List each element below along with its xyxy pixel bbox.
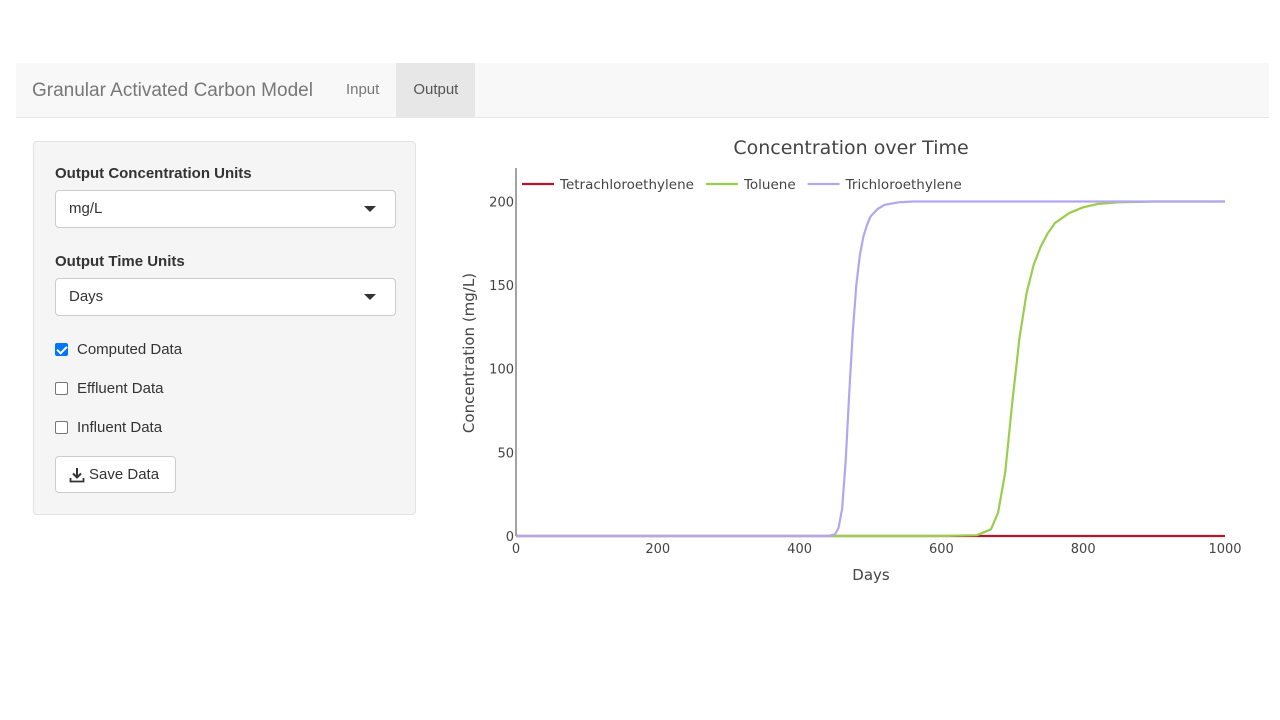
x-tick-label: 1000 [1208, 542, 1241, 557]
tab-input[interactable]: Input [345, 81, 380, 98]
conc-units-value: mg/L [69, 200, 103, 217]
computed-data-label: Computed Data [77, 341, 183, 358]
computed-data-checkbox[interactable]: Computed Data [55, 341, 182, 358]
series-line-toluene [516, 200, 1225, 538]
save-data-label: Save Data [89, 466, 160, 483]
x-tick-label: 600 [929, 542, 954, 557]
chevron-down-icon [364, 294, 376, 300]
y-tick-label: 0 [506, 530, 514, 545]
y-tick-label: 50 [497, 446, 514, 461]
chevron-down-icon [364, 206, 376, 212]
y-axis-label: Concentration (mg/L) [460, 273, 478, 433]
concentration-chart: Concentration over Time Days Concentrati… [460, 137, 1242, 584]
time-units-value: Days [69, 288, 104, 305]
sidebar-panel: Output Concentration Units mg/L Output T… [33, 141, 416, 515]
influent-data-checkbox[interactable]: Influent Data [55, 419, 162, 436]
navbar: Granular Activated Carbon Model Input Ou… [16, 63, 1269, 118]
checkbox-box[interactable] [55, 343, 68, 356]
tab-output[interactable]: Output [396, 63, 476, 117]
x-tick-label: 400 [787, 542, 812, 557]
time-units-select[interactable]: Days [55, 278, 396, 316]
x-tick-label: 200 [645, 542, 670, 557]
legend-entry: Toluene [743, 177, 796, 193]
checkbox-box[interactable] [55, 382, 68, 395]
x-tick-label: 0 [512, 542, 520, 557]
conc-units-label: Output Concentration Units [55, 165, 252, 182]
influent-data-label: Influent Data [77, 419, 163, 436]
x-axis-label: Days [852, 566, 890, 584]
download-icon [69, 467, 85, 482]
y-tick-label: 100 [489, 363, 514, 378]
checkbox-box[interactable] [55, 421, 68, 434]
effluent-data-label: Effluent Data [77, 380, 164, 397]
x-tick-label: 800 [1071, 542, 1096, 557]
save-data-button[interactable]: Save Data [55, 456, 176, 493]
app-brand[interactable]: Granular Activated Carbon Model [32, 80, 313, 101]
chart-title: Concentration over Time [733, 137, 968, 159]
legend-entry: Tetrachloroethylene [559, 177, 694, 193]
time-units-label: Output Time Units [55, 253, 185, 270]
y-tick-label: 150 [489, 279, 514, 294]
effluent-data-checkbox[interactable]: Effluent Data [55, 380, 163, 397]
conc-units-select[interactable]: mg/L [55, 190, 396, 228]
series-line-trichloroethylene [516, 200, 1225, 538]
y-tick-label: 200 [489, 195, 514, 210]
legend-entry: Trichloroethylene [845, 177, 962, 193]
